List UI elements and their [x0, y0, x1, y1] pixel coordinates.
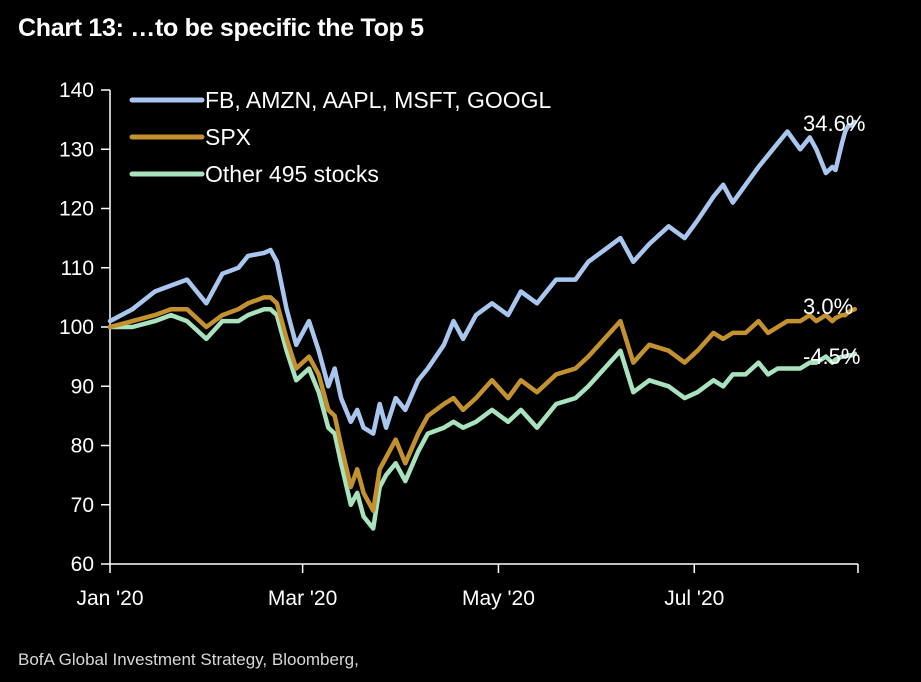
x-tick-label: Jul '20 — [664, 587, 724, 610]
legend-label: SPX — [205, 124, 251, 150]
y-tick-label: 100 — [59, 316, 94, 339]
axes: 60 70 80 90 100 110 120 130 140 Jan '20 Mar '20 May… — [59, 79, 859, 610]
series-lines — [107, 119, 858, 531]
line-chart: 60 70 80 90 100 110 120 130 140 Jan '20 Mar '20 May… — [59, 79, 865, 610]
x-tick-label: May '20 — [462, 587, 535, 610]
legend-label: Other 495 stocks — [205, 161, 379, 187]
chart-title: Chart 13: …to be specific the Top 5 — [18, 14, 424, 42]
y-tick-label: 120 — [59, 198, 94, 221]
series-line-3 — [107, 306, 858, 531]
legend: FB, AMZN, AAPL, MSFT, GOOGL SPX Other 495 … — [129, 87, 552, 187]
x-tick-label: Jan '20 — [76, 587, 143, 610]
series-line-1 — [107, 119, 858, 436]
chart-source: BofA Global Investment Strategy, Bloombe… — [18, 650, 359, 669]
end-label: 34.6% — [803, 111, 865, 136]
end-label: -4.5% — [803, 344, 860, 369]
y-tick-label: 140 — [59, 79, 94, 102]
end-label: 3.0% — [803, 294, 853, 319]
y-tick-label: 80 — [71, 435, 94, 458]
y-tick-label: 60 — [71, 553, 94, 576]
y-tick-label: 90 — [71, 375, 94, 398]
x-tick-label: Mar '20 — [268, 587, 337, 610]
y-tick-label: 70 — [71, 494, 94, 517]
end-labels: 34.6% 3.0% -4.5% — [803, 111, 865, 369]
legend-label: FB, AMZN, AAPL, MSFT, GOOGL — [205, 87, 552, 113]
y-tick-label: 130 — [59, 138, 94, 161]
series-line-2 — [107, 295, 858, 513]
y-tick-label: 110 — [61, 257, 94, 280]
